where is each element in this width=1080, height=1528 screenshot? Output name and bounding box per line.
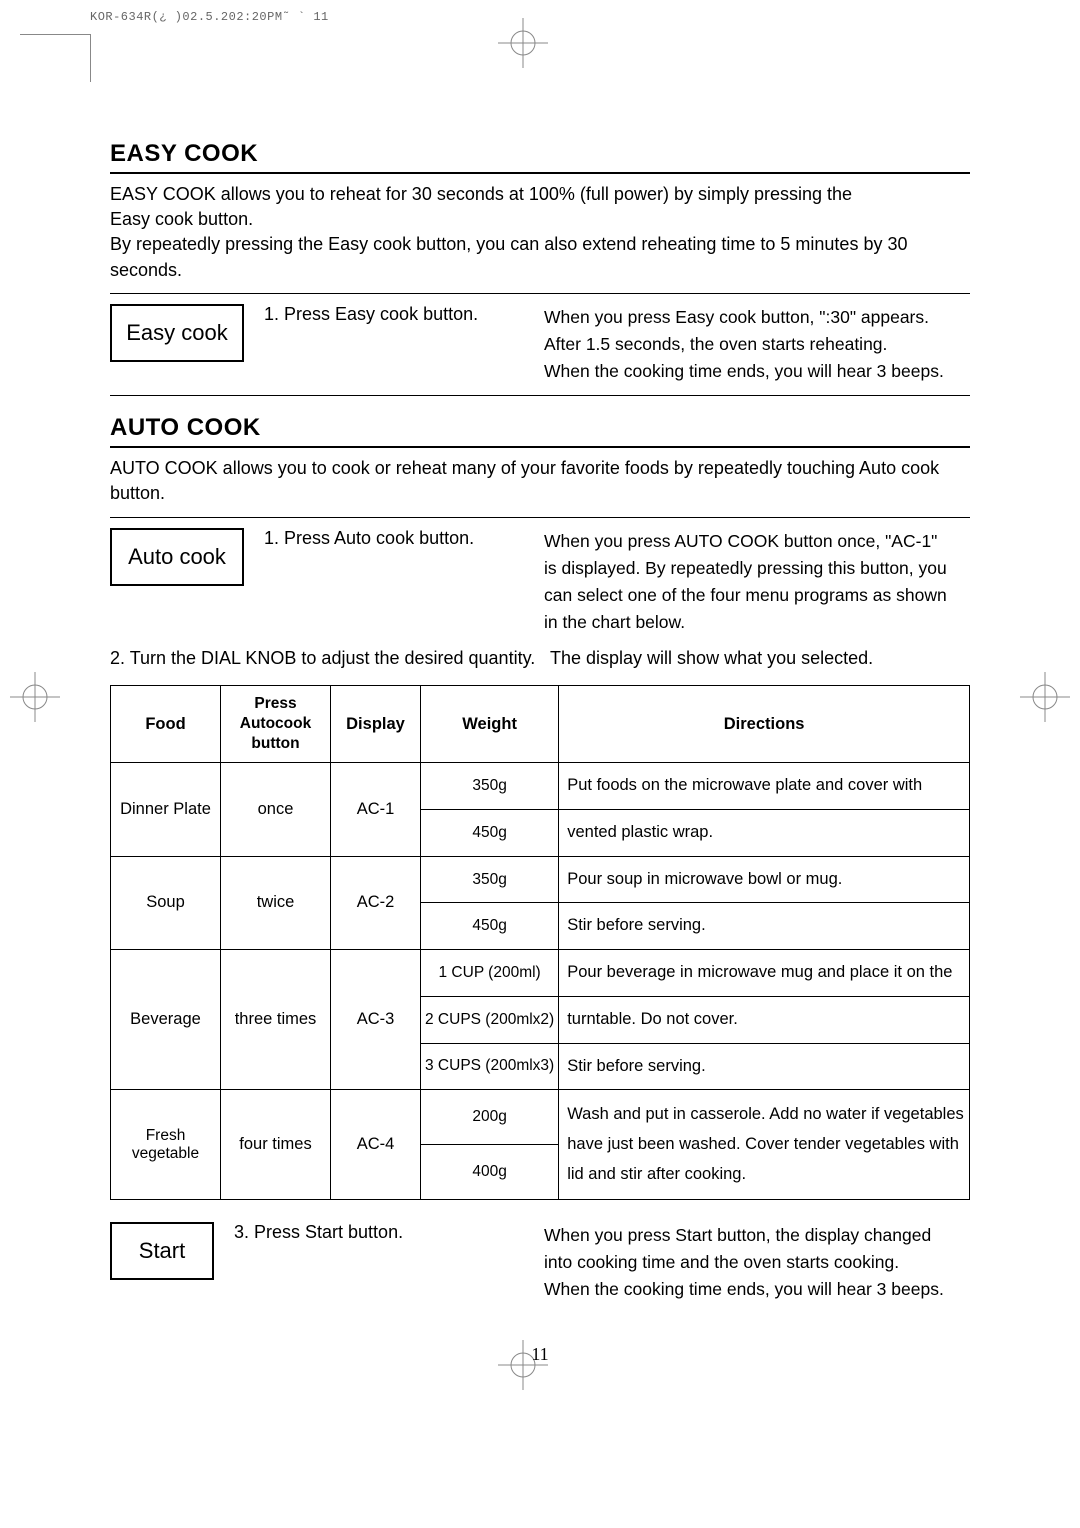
text-line: EASY COOK allows you to reheat for 30 se…: [110, 184, 852, 204]
cell-weight: 400g: [421, 1145, 559, 1200]
text-line: By repeatedly pressing the Easy cook but…: [110, 234, 907, 254]
step-instruction: 3. Press Start button.: [234, 1222, 544, 1243]
easy-cook-intro: EASY COOK allows you to reheat for 30 se…: [110, 182, 970, 283]
cell-food: Beverage: [111, 950, 221, 1090]
cell-weight: 1 CUP (200ml): [421, 950, 559, 997]
text-line: When the cooking time ends, you will hea…: [544, 1279, 944, 1299]
cell-directions: Pour soup in microwave bowl or mug.: [559, 856, 970, 903]
cell-display: AC-4: [331, 1090, 421, 1200]
text-line: seconds.: [110, 260, 182, 280]
text-line: Easy cook button.: [110, 209, 253, 229]
auto-cook-button-graphic: Auto cook: [110, 528, 244, 586]
cell-weight: 350g: [421, 763, 559, 810]
registration-mark-icon: [1020, 672, 1070, 722]
cell-weight: 2 CUPS (200mlx2): [421, 996, 559, 1043]
easy-cook-heading: EASY COOK: [110, 140, 970, 168]
step-instruction: 1. Press Easy cook button.: [264, 304, 544, 325]
text-line: When the cooking time ends, you will hea…: [544, 361, 944, 381]
auto-cook-programs-table: Food Press Autocook button Display Weigh…: [110, 685, 970, 1200]
step-instruction: 2. Turn the DIAL KNOB to adjust the desi…: [110, 648, 550, 669]
text-line: When you press Easy cook button, ":30" a…: [544, 307, 929, 327]
cell-directions: Stir before serving.: [559, 1043, 970, 1090]
text-line: have just been washed. Cover tender vege…: [567, 1135, 959, 1153]
table-row: Beverage three times AC-3 1 CUP (200ml) …: [111, 950, 970, 997]
cell-directions: vented plastic wrap.: [559, 810, 970, 857]
cell-press: twice: [221, 856, 331, 949]
col-display: Display: [331, 686, 421, 763]
crop-mark-line-h: [20, 34, 90, 35]
auto-cook-heading: AUTO COOK: [110, 414, 970, 442]
auto-cook-step-2: 2. Turn the DIAL KNOB to adjust the desi…: [110, 648, 970, 669]
col-food: Food: [111, 686, 221, 763]
table-header-row: Food Press Autocook button Display Weigh…: [111, 686, 970, 763]
table-row: Fresh vegetable four times AC-4 200g Was…: [111, 1090, 970, 1145]
text-line: When you press AUTO COOK button once, "A…: [544, 531, 937, 551]
cell-display: AC-3: [331, 950, 421, 1090]
cell-press: four times: [221, 1090, 331, 1200]
col-press: Press Autocook button: [221, 686, 331, 763]
section-rule: [110, 517, 970, 518]
auto-cook-step-3: Start 3. Press Start button. When you pr…: [110, 1222, 970, 1303]
easy-cook-step-1: Easy cook 1. Press Easy cook button. Whe…: [110, 304, 970, 385]
step-description: When you press AUTO COOK button once, "A…: [544, 528, 970, 637]
text-line: AUTO COOK allows you to cook or reheat m…: [110, 458, 939, 478]
text-line: After 1.5 seconds, the oven starts rehea…: [544, 334, 887, 354]
registration-mark-icon: [10, 672, 60, 722]
cell-food: Soup: [111, 856, 221, 949]
cell-weight: 450g: [421, 903, 559, 950]
text-line: When you press Start button, the display…: [544, 1225, 931, 1245]
cell-directions: Wash and put in casserole. Add no water …: [559, 1090, 970, 1200]
cell-food: Fresh vegetable: [111, 1090, 221, 1200]
auto-cook-step-1: Auto cook 1. Press Auto cook button. Whe…: [110, 528, 970, 637]
page-content: EASY COOK EASY COOK allows you to reheat…: [110, 140, 970, 1365]
cell-weight: 3 CUPS (200mlx3): [421, 1043, 559, 1090]
print-header-slug: KOR-634R(¿ )02.5.202:20PM˜ ` 11: [90, 10, 329, 24]
section-rule: [110, 395, 970, 396]
cell-food: Dinner Plate: [111, 763, 221, 856]
page-number: 11: [110, 1344, 970, 1365]
text-line: button: [251, 735, 299, 752]
text-line: is displayed. By repeatedly pressing thi…: [544, 558, 947, 578]
cell-directions: Stir before serving.: [559, 903, 970, 950]
cell-press: three times: [221, 950, 331, 1090]
table-row: Soup twice AC-2 350g Pour soup in microw…: [111, 856, 970, 903]
step-description: When you press Easy cook button, ":30" a…: [544, 304, 970, 385]
auto-cook-intro: AUTO COOK allows you to cook or reheat m…: [110, 456, 970, 506]
text-line: lid and stir after cooking.: [567, 1165, 746, 1183]
cell-press: once: [221, 763, 331, 856]
text-line: Press Autocook: [240, 695, 311, 732]
text-line: Wash and put in casserole. Add no water …: [567, 1105, 964, 1123]
text-line: into cooking time and the oven starts co…: [544, 1252, 899, 1272]
cell-directions: Pour beverage in microwave mug and place…: [559, 950, 970, 997]
cell-weight: 450g: [421, 810, 559, 857]
text-line: can select one of the four menu programs…: [544, 585, 947, 605]
cell-directions: turntable. Do not cover.: [559, 996, 970, 1043]
col-weight: Weight: [421, 686, 559, 763]
cell-directions: Put foods on the microwave plate and cov…: [559, 763, 970, 810]
crop-mark-line-v: [90, 34, 91, 82]
section-rule: [110, 172, 970, 174]
section-rule: [110, 293, 970, 294]
cell-weight: 350g: [421, 856, 559, 903]
text-line: in the chart below.: [544, 612, 685, 632]
step-instruction: 1. Press Auto cook button.: [264, 528, 544, 549]
registration-mark-icon: [498, 18, 548, 68]
text-line: button.: [110, 483, 165, 503]
step-description: When you press Start button, the display…: [544, 1222, 970, 1303]
easy-cook-button-graphic: Easy cook: [110, 304, 244, 362]
table-row: Dinner Plate once AC-1 350g Put foods on…: [111, 763, 970, 810]
section-rule: [110, 446, 970, 448]
col-directions: Directions: [559, 686, 970, 763]
step-description: The display will show what you selected.: [550, 648, 970, 669]
cell-weight: 200g: [421, 1090, 559, 1145]
start-button-graphic: Start: [110, 1222, 214, 1280]
cell-display: AC-1: [331, 763, 421, 856]
cell-display: AC-2: [331, 856, 421, 949]
